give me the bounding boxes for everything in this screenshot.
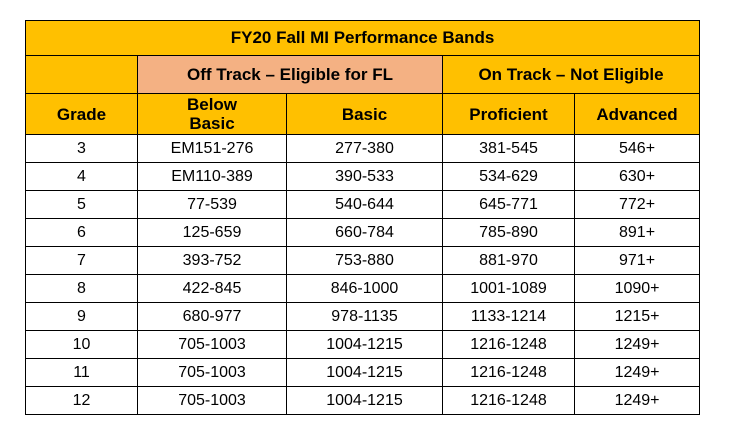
cell-advanced: 630+	[573, 162, 701, 191]
cell-advanced: 772+	[573, 190, 701, 219]
table-row: 5 77-539 540-644 645-771 772+	[25, 190, 701, 219]
group-row: Off Track – Eligible for FL On Track – N…	[25, 55, 701, 94]
cell-basic: 277-380	[286, 134, 443, 163]
cell-below-basic: 705-1003	[137, 330, 287, 359]
cell-basic: 660-784	[286, 218, 443, 247]
performance-bands-table: FY20 Fall MI Performance Bands Off Track…	[24, 20, 701, 415]
header-proficient: Proficient	[442, 93, 575, 135]
cell-proficient: 1001-1089	[442, 274, 575, 303]
table-row: 11 705-1003 1004-1215 1216-1248 1249+	[25, 358, 701, 387]
cell-below-basic: 705-1003	[137, 386, 287, 415]
cell-basic: 1004-1215	[286, 386, 443, 415]
cell-below-basic: EM151-276	[137, 134, 287, 163]
cell-proficient: 534-629	[442, 162, 575, 191]
cell-advanced: 1090+	[573, 274, 701, 303]
cell-below-basic: 125-659	[137, 218, 287, 247]
cell-grade: 11	[25, 358, 138, 387]
cell-basic: 846-1000	[286, 274, 443, 303]
header-advanced: Advanced	[573, 93, 701, 135]
cell-advanced: 1249+	[573, 358, 701, 387]
table-row: 10 705-1003 1004-1215 1216-1248 1249+	[25, 330, 701, 359]
cell-below-basic: 705-1003	[137, 358, 287, 387]
cell-proficient: 645-771	[442, 190, 575, 219]
cell-below-basic: EM110-389	[137, 162, 287, 191]
cell-below-basic: 680-977	[137, 302, 287, 331]
cell-grade: 10	[25, 330, 138, 359]
cell-proficient: 1216-1248	[442, 386, 575, 415]
group-off-track: Off Track – Eligible for FL	[137, 55, 443, 94]
cell-grade: 4	[25, 162, 138, 191]
title-row: FY20 Fall MI Performance Bands	[24, 20, 701, 56]
table-row: 6 125-659 660-784 785-890 891+	[25, 218, 701, 247]
cell-basic: 390-533	[286, 162, 443, 191]
cell-grade: 7	[25, 246, 138, 275]
cell-basic: 753-880	[286, 246, 443, 275]
cell-basic: 540-644	[286, 190, 443, 219]
table-row: 4 EM110-389 390-533 534-629 630+	[25, 162, 701, 191]
header-below-basic-line2: Basic	[189, 114, 235, 133]
cell-basic: 1004-1215	[286, 330, 443, 359]
header-grade: Grade	[25, 93, 138, 135]
cell-advanced: 1215+	[573, 302, 701, 331]
cell-below-basic: 393-752	[137, 246, 287, 275]
cell-proficient: 1133-1214	[442, 302, 575, 331]
cell-advanced: 1249+	[573, 330, 701, 359]
cell-grade: 9	[25, 302, 138, 331]
column-header-row: Grade Below Basic Basic Proficient Advan…	[25, 93, 701, 135]
table-title: FY20 Fall MI Performance Bands	[24, 20, 701, 56]
cell-grade: 5	[25, 190, 138, 219]
group-empty-cell	[25, 55, 138, 94]
table-row: 9 680-977 978-1135 1133-1214 1215+	[25, 302, 701, 331]
table-row: 3 EM151-276 277-380 381-545 546+	[25, 134, 701, 163]
cell-proficient: 1216-1248	[442, 358, 575, 387]
header-below-basic: Below Basic	[137, 93, 287, 135]
cell-proficient: 881-970	[442, 246, 575, 275]
table-row: 8 422-845 846-1000 1001-1089 1090+	[25, 274, 701, 303]
table-row: 12 705-1003 1004-1215 1216-1248 1249+	[25, 386, 701, 415]
group-on-track: On Track – Not Eligible	[441, 55, 701, 94]
cell-advanced: 1249+	[573, 386, 701, 415]
cell-basic: 978-1135	[286, 302, 443, 331]
cell-advanced: 891+	[573, 218, 701, 247]
cell-grade: 8	[25, 274, 138, 303]
cell-below-basic: 77-539	[137, 190, 287, 219]
header-basic: Basic	[286, 93, 443, 135]
cell-below-basic: 422-845	[137, 274, 287, 303]
cell-grade: 12	[25, 386, 138, 415]
cell-basic: 1004-1215	[286, 358, 443, 387]
table-row: 7 393-752 753-880 881-970 971+	[25, 246, 701, 275]
cell-proficient: 1216-1248	[442, 330, 575, 359]
cell-proficient: 381-545	[442, 134, 575, 163]
cell-advanced: 546+	[573, 134, 701, 163]
cell-proficient: 785-890	[442, 218, 575, 247]
cell-advanced: 971+	[573, 246, 701, 275]
cell-grade: 6	[25, 218, 138, 247]
header-below-basic-line1: Below	[186, 95, 238, 114]
cell-grade: 3	[25, 134, 138, 163]
table-body: 3 EM151-276 277-380 381-545 546+ 4 EM110…	[25, 134, 701, 415]
